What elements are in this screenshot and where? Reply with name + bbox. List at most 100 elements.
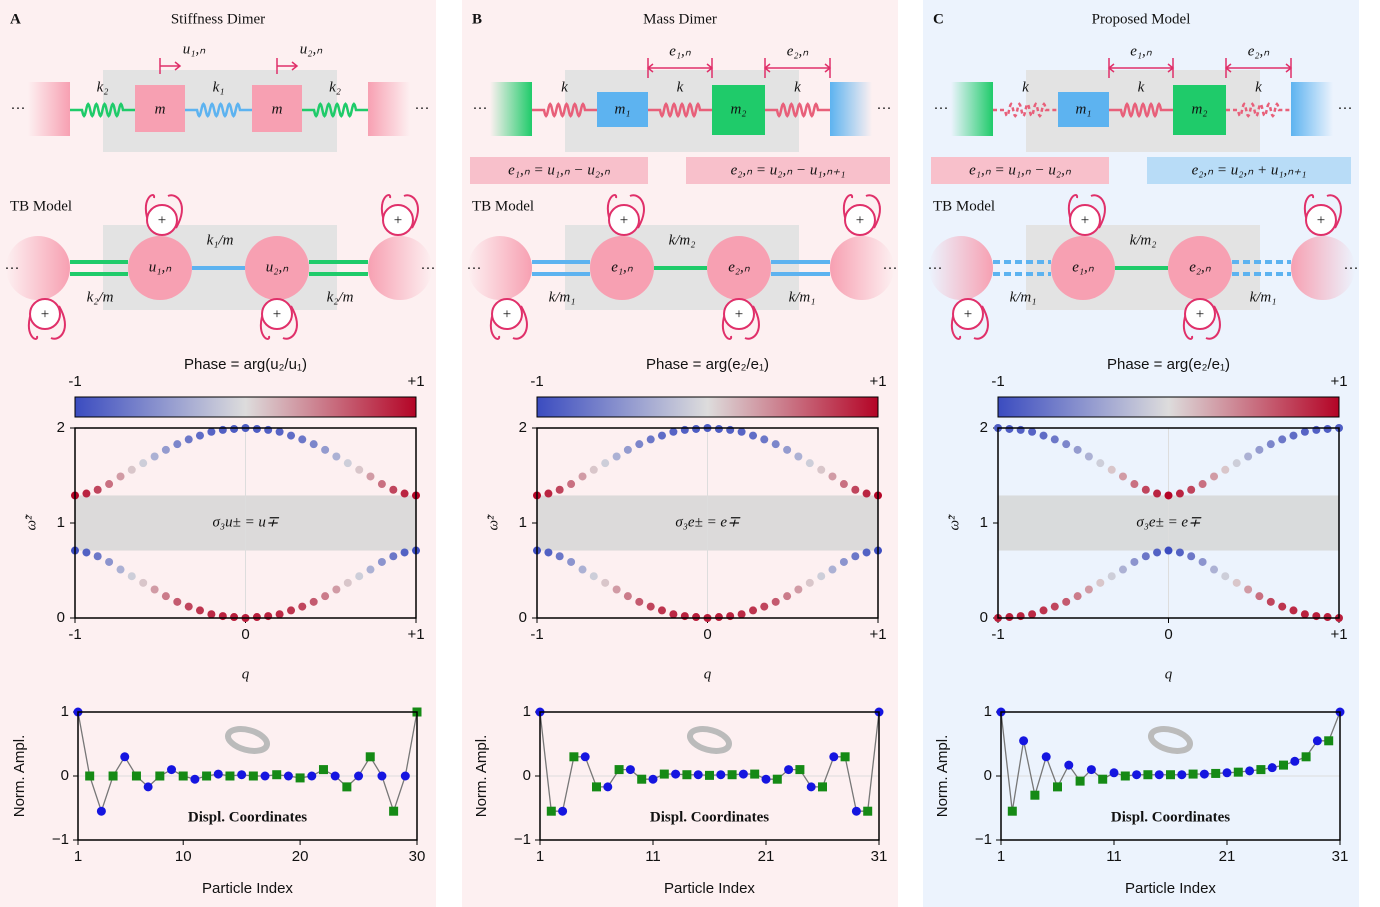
x-tick-label: +1 bbox=[1330, 626, 1347, 643]
amplitude-point bbox=[818, 782, 827, 791]
amplitude-point bbox=[109, 772, 118, 781]
dispersion-point bbox=[760, 603, 768, 611]
x-axis-label: Particle Index bbox=[1125, 880, 1216, 897]
x-tick-label: 31 bbox=[871, 848, 888, 865]
dispersion-point bbox=[1210, 566, 1218, 574]
dispersion-point bbox=[1289, 606, 1297, 614]
colorbar-tick-label: +1 bbox=[869, 373, 886, 390]
amplitude-point bbox=[1245, 766, 1254, 775]
amplitude-point bbox=[401, 772, 410, 781]
dispersion-point bbox=[207, 610, 215, 618]
y-tick-label: −1 bbox=[975, 831, 992, 848]
amplitude-point bbox=[1290, 757, 1299, 766]
dispersion-point bbox=[1165, 491, 1173, 499]
panel-title: Proposed Model bbox=[1092, 11, 1191, 27]
dispersion-point bbox=[806, 579, 814, 587]
amplitude-point bbox=[132, 772, 141, 781]
wall bbox=[368, 82, 410, 136]
dispersion-point bbox=[556, 486, 564, 494]
ellipsis: ··· bbox=[934, 99, 949, 116]
amplitude-point bbox=[852, 807, 861, 816]
colorbar-label: Phase = arg(e₂/e₁) bbox=[646, 356, 769, 373]
dispersion-point bbox=[185, 603, 193, 611]
tb-node-label: u₁,ₙ bbox=[149, 259, 172, 275]
tb-node-label: e₂,ₙ bbox=[1189, 259, 1212, 275]
dispersion-point bbox=[1040, 606, 1048, 614]
x-tick-label: 0 bbox=[1164, 626, 1172, 643]
amplitude-point bbox=[784, 765, 793, 774]
dispersion-point bbox=[389, 486, 397, 494]
onsite-label: + bbox=[394, 212, 402, 228]
amplitude-point bbox=[603, 782, 612, 791]
amplitude-point bbox=[1324, 736, 1333, 745]
dispersion-point bbox=[1119, 566, 1127, 574]
x-tick-label: 11 bbox=[645, 848, 661, 865]
ellipsis: ··· bbox=[473, 99, 488, 116]
y-tick-label: 0 bbox=[523, 767, 531, 784]
dispersion-point bbox=[276, 610, 284, 618]
y-tick-label: 1 bbox=[980, 514, 988, 531]
dispersion-point bbox=[151, 453, 159, 461]
dispersion-point bbox=[1051, 603, 1059, 611]
dispersion-point bbox=[173, 598, 181, 606]
x-tick-label: 21 bbox=[1219, 848, 1236, 865]
dispersion-point bbox=[1301, 610, 1309, 618]
amplitude-point bbox=[261, 772, 270, 781]
wall bbox=[490, 82, 532, 136]
x-tick-label: 0 bbox=[241, 626, 249, 643]
dispersion-point bbox=[173, 440, 181, 448]
spring-label: k bbox=[1138, 79, 1145, 95]
equation: e₁,ₙ = u₁,ₙ − u₂,ₙ bbox=[508, 162, 611, 178]
tb-node-label: e₂,ₙ bbox=[728, 259, 751, 275]
dispersion-point bbox=[783, 446, 791, 454]
dispersion-point bbox=[635, 598, 643, 606]
y-axis-label: ω̃² bbox=[23, 514, 39, 531]
dispersion-point bbox=[579, 472, 587, 480]
y-tick-label: 1 bbox=[984, 703, 992, 720]
dispersion-point bbox=[310, 440, 318, 448]
y-tick-label: 1 bbox=[61, 703, 69, 720]
dispersion-point bbox=[287, 432, 295, 440]
mass-label: m bbox=[155, 101, 166, 117]
x-tick-label: +1 bbox=[869, 626, 886, 643]
dispersion-point bbox=[794, 586, 802, 594]
dispersion-point bbox=[1130, 558, 1138, 566]
dispersion-point bbox=[579, 566, 587, 574]
colorbar-tick-label: -1 bbox=[68, 373, 81, 390]
dispersion-point bbox=[332, 586, 340, 594]
tb-coupling-label: k/m₂ bbox=[1130, 232, 1157, 248]
amplitude-point bbox=[1143, 770, 1152, 779]
dispersion-point bbox=[726, 612, 734, 620]
dispersion-point bbox=[1176, 548, 1184, 556]
tb-coupling-label: k₁/m bbox=[207, 232, 234, 248]
y-tick-label: −1 bbox=[514, 831, 531, 848]
amplitude-point bbox=[1234, 768, 1243, 777]
amplitude-point bbox=[190, 775, 199, 784]
ellipsis: ··· bbox=[415, 99, 430, 116]
dispersion-point bbox=[601, 579, 609, 587]
dispersion-point bbox=[567, 480, 575, 488]
amplitude-point bbox=[319, 765, 328, 774]
dispersion-point bbox=[1210, 472, 1218, 480]
onsite-label: + bbox=[735, 306, 743, 322]
ellipsis: ··· bbox=[877, 99, 892, 116]
tb-node-label: u₂,ₙ bbox=[266, 259, 289, 275]
amplitude-point bbox=[773, 775, 782, 784]
dispersion-point bbox=[1165, 547, 1173, 555]
amplitude-point bbox=[1121, 772, 1130, 781]
dispersion-point bbox=[1255, 446, 1263, 454]
tb-coupling-label: k₂/m bbox=[327, 289, 354, 305]
x-tick-label: -1 bbox=[991, 626, 1004, 643]
amplitude-point bbox=[1030, 791, 1039, 800]
amplitude-point bbox=[1019, 736, 1028, 745]
dispersion-point bbox=[310, 598, 318, 606]
spring-label: k bbox=[1022, 79, 1029, 95]
spring-label: k₂ bbox=[329, 79, 341, 95]
dispersion-point bbox=[1142, 552, 1150, 560]
x-tick-label: 1 bbox=[74, 848, 82, 865]
dispersion-point bbox=[1017, 612, 1025, 620]
x-axis-label: q bbox=[1165, 666, 1173, 682]
dispersion-point bbox=[1289, 432, 1297, 440]
dispersion-point bbox=[851, 552, 859, 560]
spring-label: k₂ bbox=[97, 79, 109, 95]
